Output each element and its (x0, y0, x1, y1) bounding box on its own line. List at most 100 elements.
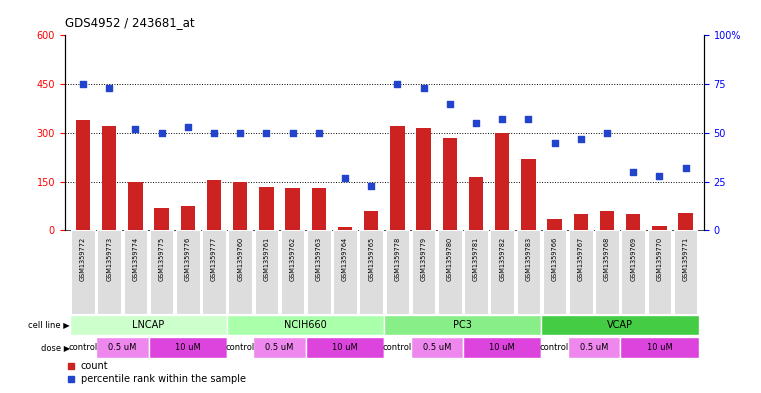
FancyBboxPatch shape (464, 230, 488, 314)
Point (575, 136, 587, 142)
Text: GSM1359765: GSM1359765 (368, 237, 374, 281)
FancyBboxPatch shape (281, 230, 304, 314)
Point (627, 169, 639, 175)
Text: GSM1359768: GSM1359768 (604, 237, 610, 281)
Text: GSM1359761: GSM1359761 (263, 237, 269, 281)
FancyBboxPatch shape (517, 230, 540, 314)
FancyBboxPatch shape (96, 337, 148, 358)
Text: count: count (81, 361, 108, 371)
Point (208, 130, 220, 136)
Bar (652, 226, 667, 230)
FancyBboxPatch shape (255, 230, 279, 314)
Text: VCAP: VCAP (607, 320, 633, 330)
Text: 0.5 uM: 0.5 uM (266, 343, 294, 352)
Bar (102, 127, 116, 230)
Text: cell line ▶: cell line ▶ (28, 320, 70, 329)
FancyBboxPatch shape (648, 230, 671, 314)
FancyBboxPatch shape (228, 230, 252, 314)
Point (680, 165, 692, 171)
FancyBboxPatch shape (150, 230, 174, 314)
Text: GSM1359760: GSM1359760 (237, 237, 244, 281)
Bar (574, 214, 588, 230)
FancyBboxPatch shape (148, 337, 227, 358)
Text: control: control (540, 343, 569, 352)
Bar (260, 187, 274, 230)
Point (234, 130, 247, 136)
Text: GDS4952 / 243681_at: GDS4952 / 243681_at (65, 16, 194, 29)
Text: GSM1359773: GSM1359773 (107, 237, 112, 281)
Point (601, 130, 613, 136)
FancyBboxPatch shape (333, 230, 357, 314)
Text: control: control (383, 343, 412, 352)
Point (182, 124, 194, 130)
Point (496, 116, 508, 122)
FancyBboxPatch shape (463, 337, 542, 358)
Point (391, 81, 403, 87)
Bar (154, 208, 169, 230)
Point (155, 130, 167, 136)
Text: 0.5 uM: 0.5 uM (580, 343, 608, 352)
Text: GSM1359783: GSM1359783 (525, 237, 531, 281)
Point (444, 101, 456, 107)
FancyBboxPatch shape (410, 337, 463, 358)
Point (470, 120, 482, 126)
Text: PC3: PC3 (454, 320, 473, 330)
Text: 10 uM: 10 uM (332, 343, 358, 352)
Text: GSM1359782: GSM1359782 (499, 237, 505, 281)
Bar (600, 211, 614, 230)
Text: GSM1359771: GSM1359771 (683, 237, 689, 281)
Text: GSM1359780: GSM1359780 (447, 237, 453, 281)
Text: GSM1359764: GSM1359764 (342, 237, 348, 281)
Bar (128, 182, 142, 230)
FancyBboxPatch shape (622, 230, 645, 314)
FancyBboxPatch shape (620, 337, 699, 358)
Text: GSM1359763: GSM1359763 (316, 237, 322, 281)
FancyBboxPatch shape (490, 230, 514, 314)
Text: GSM1359769: GSM1359769 (630, 237, 636, 281)
Text: NCIH660: NCIH660 (285, 320, 327, 330)
FancyBboxPatch shape (542, 337, 568, 358)
FancyBboxPatch shape (306, 337, 384, 358)
FancyBboxPatch shape (227, 315, 384, 336)
FancyBboxPatch shape (97, 230, 121, 314)
Bar (180, 206, 195, 230)
Bar (521, 159, 536, 230)
Text: 0.5 uM: 0.5 uM (422, 343, 451, 352)
Bar (338, 227, 352, 230)
Point (313, 130, 325, 136)
Bar (76, 120, 91, 230)
Text: GSM1359772: GSM1359772 (80, 237, 86, 281)
FancyBboxPatch shape (595, 230, 619, 314)
Point (77, 81, 89, 87)
Bar (469, 177, 483, 230)
Text: control: control (225, 343, 255, 352)
Text: percentile rank within the sample: percentile rank within the sample (81, 374, 246, 384)
Bar (311, 188, 326, 230)
Point (365, 182, 377, 189)
Point (549, 140, 561, 146)
Text: GSM1359775: GSM1359775 (158, 237, 164, 281)
FancyBboxPatch shape (176, 230, 199, 314)
Text: GSM1359776: GSM1359776 (185, 237, 191, 281)
FancyBboxPatch shape (384, 315, 542, 336)
FancyBboxPatch shape (123, 230, 147, 314)
FancyBboxPatch shape (307, 230, 330, 314)
Bar (207, 180, 221, 230)
Point (103, 85, 116, 91)
FancyBboxPatch shape (202, 230, 226, 314)
Text: GSM1359779: GSM1359779 (421, 237, 427, 281)
Text: GSM1359781: GSM1359781 (473, 237, 479, 281)
Bar (443, 138, 457, 230)
FancyBboxPatch shape (569, 230, 593, 314)
Point (129, 126, 142, 132)
Point (522, 116, 534, 122)
FancyBboxPatch shape (70, 315, 227, 336)
Point (653, 173, 665, 179)
Bar (678, 213, 693, 230)
Bar (547, 219, 562, 230)
Point (339, 174, 351, 181)
Point (260, 130, 272, 136)
FancyBboxPatch shape (386, 230, 409, 314)
FancyBboxPatch shape (70, 337, 96, 358)
FancyBboxPatch shape (568, 337, 620, 358)
